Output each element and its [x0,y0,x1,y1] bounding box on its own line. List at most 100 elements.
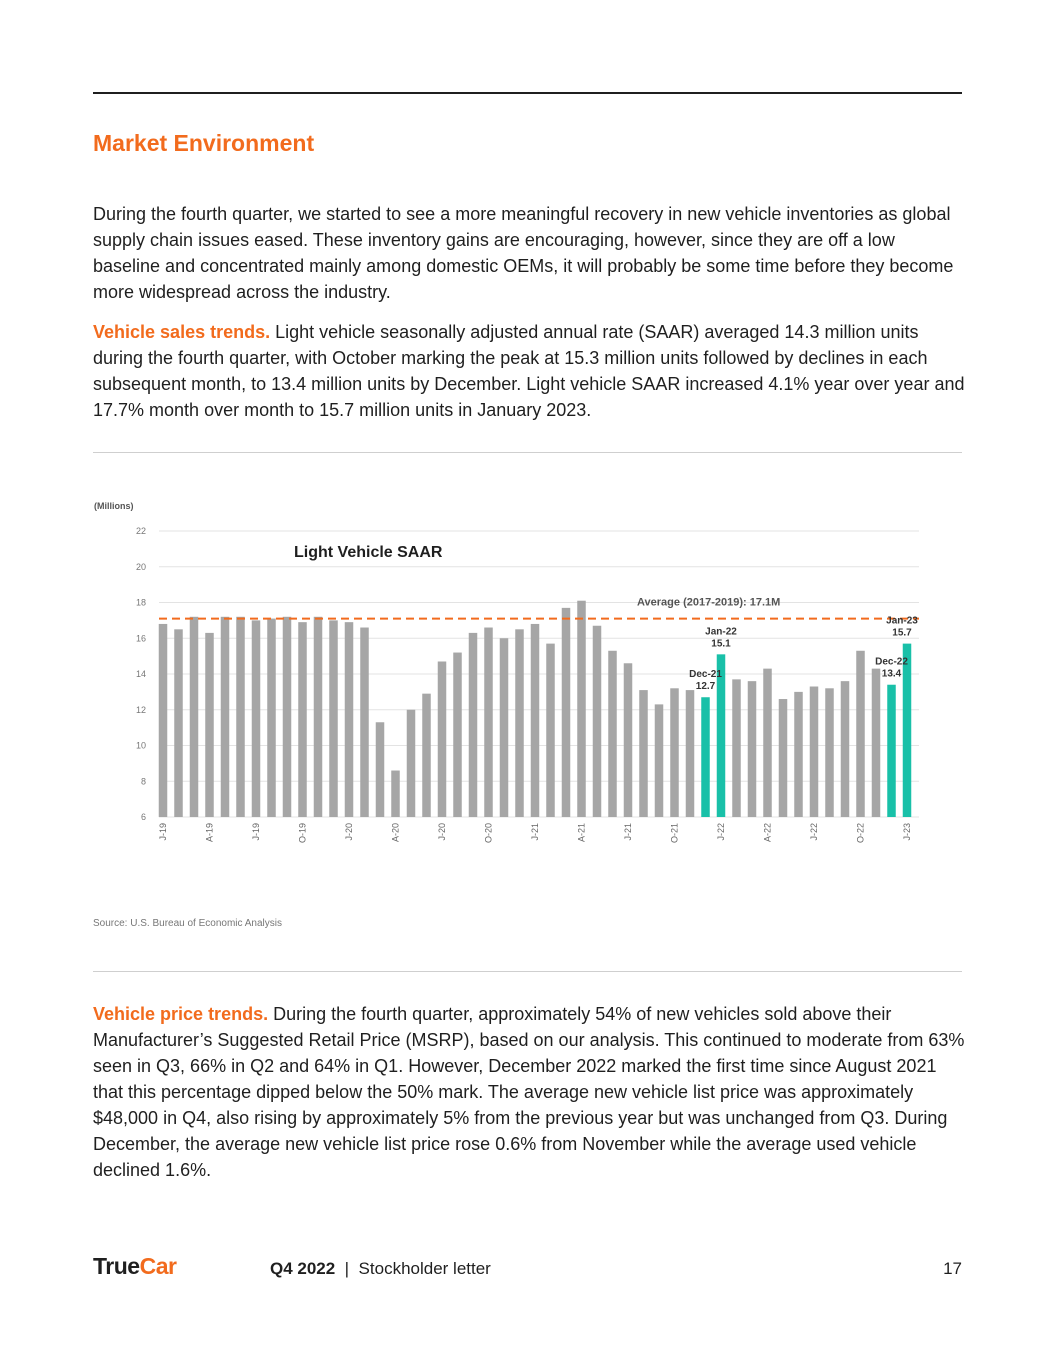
x-tick-label: J-19 [158,823,168,841]
bar [592,625,602,817]
bar [515,629,524,817]
average-reference-label: Average (2017-2019): 17.1M [637,597,780,609]
bar [220,616,230,817]
bar [902,643,912,817]
x-tick-label: J-21 [623,823,633,841]
bar [561,607,571,817]
chart-top-divider [93,452,962,453]
price-lead: Vehicle price trends. [93,1004,269,1024]
x-tick-label: J-19 [251,823,261,841]
intro-paragraph: During the fourth quarter, we started to… [93,204,954,302]
annotation-value: 13.4 [882,669,902,680]
bar [825,688,834,817]
x-tick-label: A-22 [763,823,773,842]
x-tick-label: J-22 [809,823,819,841]
x-tick-label: A-20 [391,823,401,842]
price-body: During the fourth quarter, approximately… [93,1004,965,1180]
bar [763,668,772,817]
bar [685,690,695,817]
footer-quarter: Q4 2022 [270,1259,336,1278]
footer-doc-name: Stockholder letter [358,1259,491,1278]
bar [251,620,261,817]
x-tick-label: J-20 [437,823,447,841]
y-tick-label: 22 [136,526,146,536]
bar [654,704,664,817]
annotation-label: Jan-22 [705,626,737,637]
bar [437,661,447,817]
bar [840,681,850,817]
bar [422,693,431,817]
y-tick-label: 10 [136,741,146,751]
y-tick-label: 14 [136,669,146,679]
x-tick-label: J-21 [530,823,540,841]
footer-separator: | [335,1259,359,1278]
bar [298,622,307,817]
bar [484,627,493,817]
bar [871,668,881,817]
y-tick-label: 6 [141,812,146,822]
sales-lead: Vehicle sales trends. [93,322,271,342]
bar [174,629,183,817]
bar [313,616,323,817]
bar [499,638,509,817]
bar [577,600,586,817]
sales-paragraph: Vehicle sales trends. Light vehicle seas… [93,319,965,423]
bar [530,623,540,817]
chart-bottom-divider [93,971,962,972]
bar [282,616,292,817]
chart-source: Source: U.S. Bureau of Economic Analysis [93,918,282,929]
x-tick-label: O-20 [484,823,494,843]
bar [344,622,354,817]
bar [701,697,710,817]
bar [670,688,679,817]
bar [623,663,633,817]
x-tick-label: J-22 [716,823,726,841]
bar [189,616,199,817]
y-tick-label: 20 [136,562,146,572]
x-tick-label: O-21 [670,823,680,843]
annotation-label: Dec-21 [689,669,722,680]
bar [236,616,245,817]
bar [608,650,617,817]
x-tick-label: J-20 [344,823,354,841]
x-tick-label: A-21 [577,823,587,842]
page-number: 17 [943,1259,962,1278]
bar [360,627,369,817]
x-tick-label: A-19 [205,823,215,842]
bar [747,681,757,817]
bar [406,709,416,817]
bar [158,623,168,817]
bar [329,620,338,817]
logo-main: True [93,1253,140,1279]
annotation-label: Jan-23 [886,616,918,627]
bar [453,652,462,817]
bar [205,632,214,817]
section-title: Market Environment [93,130,315,156]
bar [546,643,555,817]
x-tick-label: O-19 [298,823,308,843]
bar [732,679,741,817]
bar [778,699,788,817]
bar [716,654,726,817]
y-tick-label: 12 [136,705,146,715]
y-unit-label: (Millions) [94,501,134,511]
y-tick-label: 8 [141,776,146,786]
annotation-value: 12.7 [696,681,716,692]
footer-document-label: Q4 2022 | Stockholder letter [270,1259,491,1279]
bar [856,650,865,817]
sales-body: Light vehicle seasonally adjusted annual… [93,322,965,420]
bar [809,686,819,817]
x-tick-label: J-23 [902,823,912,841]
bar [639,690,648,817]
logo-accent: Car [139,1253,177,1279]
bar [887,684,896,817]
bar [468,632,478,817]
annotation-value: 15.7 [892,628,912,639]
truecar-logo: TrueCar [93,1253,177,1280]
y-tick-label: 16 [136,633,146,643]
bar [267,618,276,817]
top-divider [93,92,962,94]
bar [794,691,803,817]
bar [375,722,385,817]
bar [391,770,400,817]
